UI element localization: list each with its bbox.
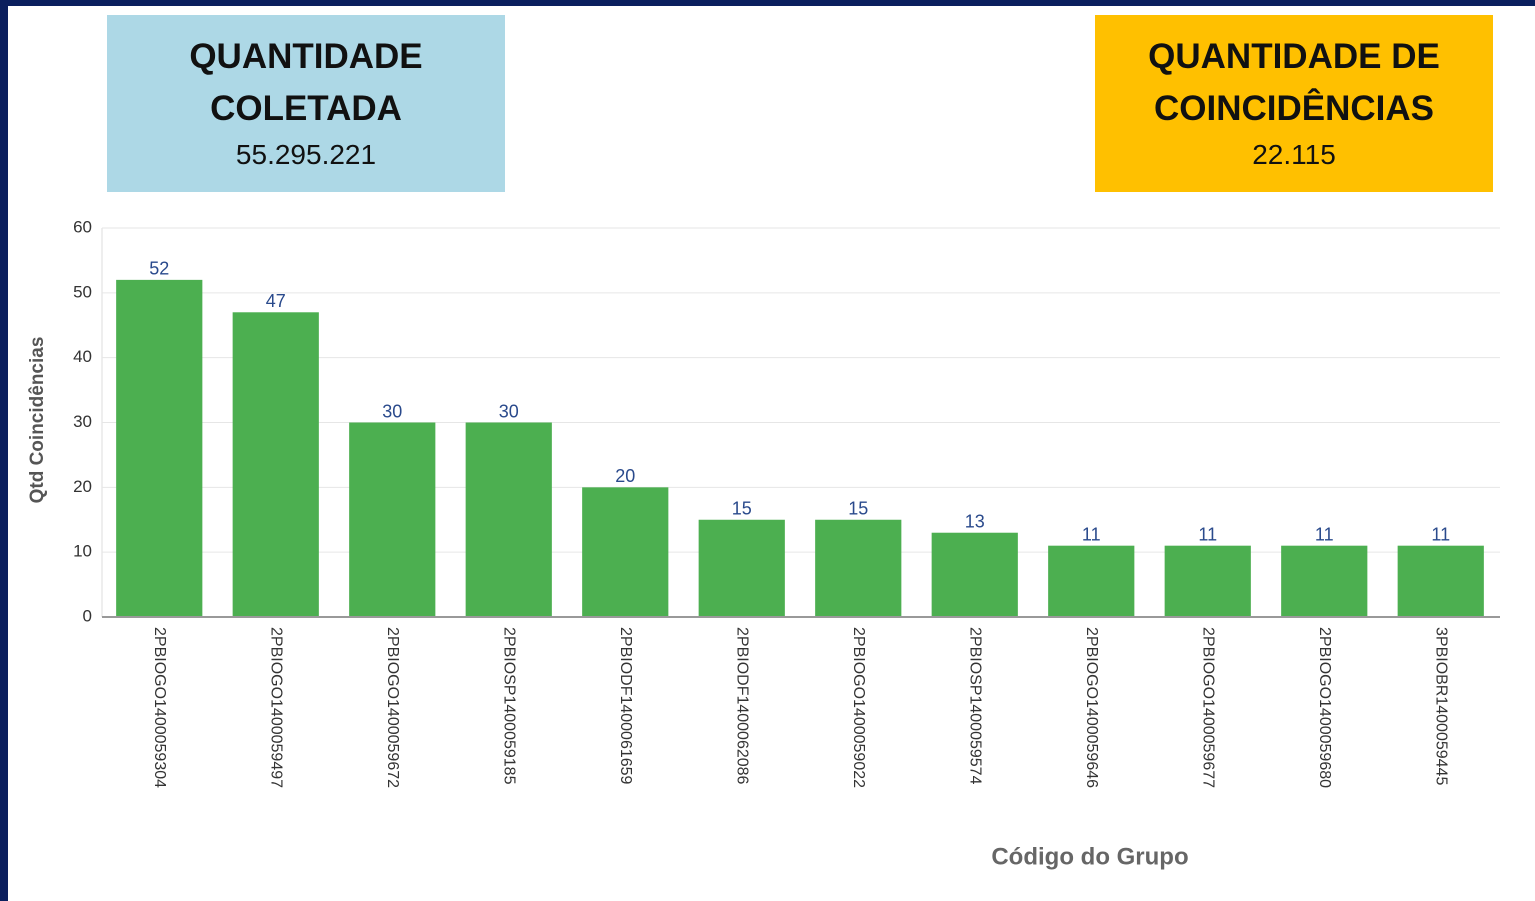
value-label: 11 — [1198, 524, 1217, 544]
value-label: 11 — [1315, 524, 1334, 544]
y-tick-label: 40 — [73, 347, 92, 366]
x-tick-label: 3PBIOBR1400059445 — [1433, 627, 1450, 785]
x-tick-label: 2PBIOGO1400059680 — [1316, 627, 1333, 788]
bar — [1397, 545, 1484, 617]
x-tick-label: 2PBIOGO1400059304 — [151, 627, 168, 788]
stat-card: QUANTIDADE COLETADA 55.295.221 — [107, 15, 505, 192]
value-label: 30 — [499, 401, 519, 421]
y-tick-label: 10 — [73, 542, 92, 561]
x-tick-label: 2PBIODF1400062086 — [734, 627, 751, 785]
value-label: 15 — [732, 499, 752, 519]
bar — [582, 487, 669, 617]
x-tick-label: 2PBIOGO1400059672 — [384, 627, 401, 788]
bar — [116, 279, 203, 617]
value-label: 11 — [1082, 524, 1101, 544]
x-tick-label: 2PBIOSP1400059574 — [967, 627, 984, 785]
bar — [465, 422, 552, 617]
bar — [698, 519, 785, 617]
value-label: 52 — [149, 259, 169, 279]
bar — [815, 519, 902, 617]
value-label: 20 — [615, 466, 635, 486]
bar — [1164, 545, 1251, 617]
value-label: 15 — [848, 499, 868, 519]
bar — [349, 422, 436, 617]
value-label: 30 — [382, 401, 402, 421]
card-value: 55.295.221 — [235, 139, 377, 170]
value-label: 11 — [1431, 524, 1450, 544]
y-tick-label: 30 — [73, 412, 92, 431]
bar — [232, 312, 319, 617]
stat-card: QUANTIDADE DE COINCIDÊNCIAS 22.115 — [1095, 15, 1493, 192]
bar — [931, 532, 1018, 617]
bar — [1048, 545, 1135, 617]
card-value: 22.115 — [1252, 139, 1336, 170]
value-label: 47 — [266, 291, 286, 311]
x-tick-label: 2PBIODF1400061659 — [617, 627, 634, 785]
y-tick-label: 50 — [73, 282, 92, 301]
card-title: QUANTIDADE COLETADA — [189, 37, 423, 128]
bar — [1281, 545, 1368, 617]
y-axis-label: Qtd Coincidências — [27, 337, 48, 504]
y-tick-label: 20 — [73, 477, 92, 496]
x-tick-label: 2PBIOGO1400059497 — [268, 627, 285, 788]
x-axis-label: Código do Grupo — [991, 843, 1188, 870]
y-tick-label: 60 — [73, 217, 92, 236]
x-tick-label: 2PBIOGO1400059646 — [1083, 627, 1100, 788]
x-tick-label: 2PBIOGO1400059677 — [1200, 627, 1217, 788]
x-tick-label: 2PBIOSP1400059185 — [501, 627, 518, 785]
card-title: QUANTIDADE DE COINCIDÊNCIAS — [1148, 37, 1440, 128]
value-label: 13 — [965, 511, 985, 531]
x-tick-label: 2PBIOGO1400059022 — [850, 627, 867, 788]
y-tick-label: 0 — [83, 606, 92, 625]
